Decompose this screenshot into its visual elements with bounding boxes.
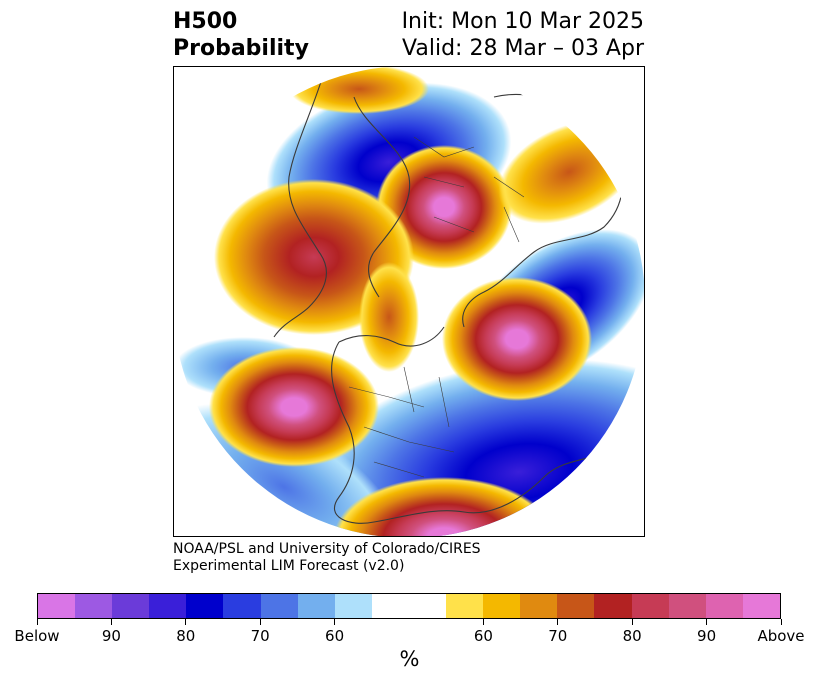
colorbar-segment — [223, 594, 261, 618]
colorbar-segment — [631, 594, 669, 618]
above-anomaly-west-pacific — [334, 477, 554, 536]
colorbar-tick — [482, 619, 484, 625]
colorbar-tick-label: 90 — [697, 627, 717, 645]
colorbar-tick-label: 70 — [548, 627, 568, 645]
credit-line-1: NOAA/PSL and University of Colorado/CIRE… — [173, 541, 481, 557]
map-title-line1: H500 — [173, 9, 238, 34]
colorbar-tick — [706, 619, 708, 625]
map-title-line2: Probability — [173, 36, 309, 61]
colorbar-segment — [112, 594, 150, 618]
europe-borders — [413, 136, 525, 243]
colorbar-unit-label: % — [399, 647, 420, 671]
colorbar-tick — [780, 619, 782, 625]
colorbar-segment — [705, 594, 743, 618]
colorbar-tick — [631, 619, 633, 625]
colorbar-segment — [557, 594, 595, 618]
colorbar-segment — [371, 594, 409, 618]
colorbar-segment — [520, 594, 558, 618]
polar-stereographic-map — [174, 67, 644, 536]
colorbar-tick — [185, 619, 187, 625]
alaska-coast — [338, 326, 445, 347]
colorbar-segment — [668, 594, 706, 618]
colorbar-segment — [75, 594, 113, 618]
credit-line-2: Experimental LIM Forecast (v2.0) — [173, 558, 405, 574]
colorbar-tick-label: 90 — [101, 627, 121, 645]
colorbar-segment — [334, 594, 372, 618]
colorbar-tick — [334, 619, 336, 625]
colorbar-segment — [38, 594, 76, 618]
colorbar-segment — [149, 594, 187, 618]
colorbar-tick-label: Below — [14, 627, 60, 645]
colorbar-tick — [259, 619, 261, 625]
colorbar-segment — [260, 594, 298, 618]
colorbar-tick — [36, 619, 38, 625]
north-america-coast — [273, 71, 411, 338]
colorbar-tick-label: 80 — [622, 627, 642, 645]
colorbar-tick-label: 60 — [325, 627, 345, 645]
colorbar-segment — [483, 594, 521, 618]
colorbar-segment — [297, 594, 335, 618]
above-anomaly-arctic-small — [359, 262, 419, 372]
colorbar-segment — [446, 594, 484, 618]
colorbar-segment — [594, 594, 632, 618]
above-anomaly-arctic-siberia — [442, 277, 592, 401]
us-borders — [348, 366, 455, 478]
valid-date-label: Valid: 28 Mar – 03 Apr — [402, 36, 644, 61]
map-title: H500 Probability — [173, 8, 309, 62]
colorbar-segment — [186, 594, 224, 618]
colorbar-segment — [408, 594, 447, 618]
colorbar-tick-label: 60 — [473, 627, 493, 645]
forecast-dates: Init: Mon 10 Mar 2025 Valid: 28 Mar – 03… — [402, 8, 644, 62]
colorbar-tick-label: 80 — [176, 627, 196, 645]
asia-coast — [331, 341, 615, 524]
colorbar-tick-label: 70 — [250, 627, 270, 645]
anomaly-fields — [174, 67, 644, 536]
probability-map — [173, 66, 645, 537]
colorbar-tick-label: Above — [757, 627, 805, 645]
credit-text: NOAA/PSL and University of Colorado/CIRE… — [173, 541, 481, 575]
colorbar-tick — [110, 619, 112, 625]
colorbar-tick — [557, 619, 559, 625]
colorbar-segment — [742, 594, 780, 618]
colorbar — [37, 593, 781, 619]
above-anomaly-northeast-pacific — [209, 347, 379, 467]
init-date-label: Init: Mon 10 Mar 2025 — [401, 9, 644, 34]
